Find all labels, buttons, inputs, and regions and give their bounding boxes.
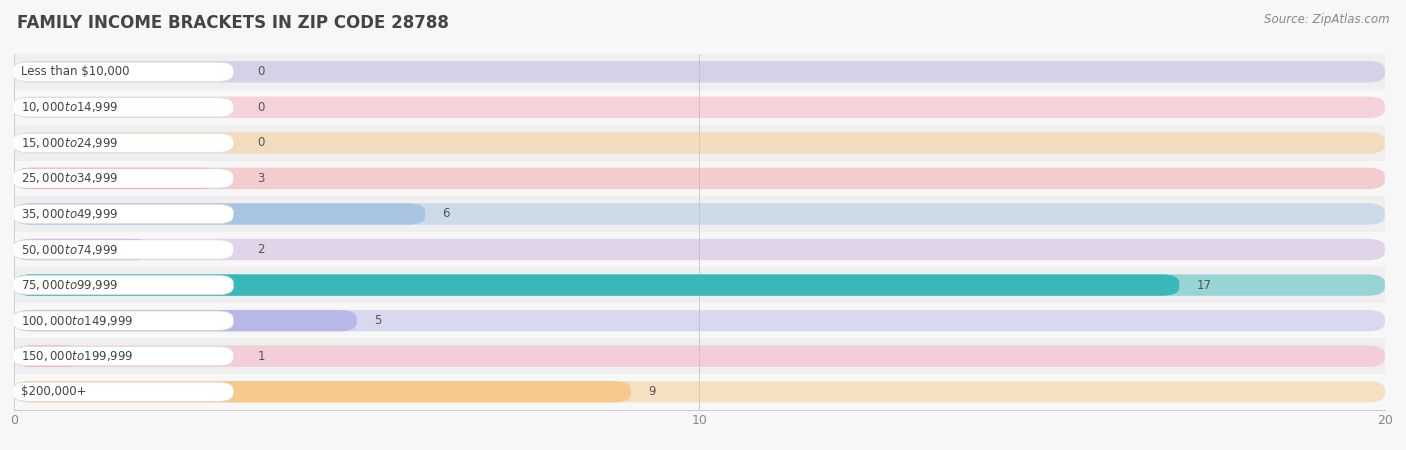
FancyBboxPatch shape: [13, 275, 233, 295]
Text: $150,000 to $199,999: $150,000 to $199,999: [21, 349, 134, 363]
FancyBboxPatch shape: [14, 132, 1385, 153]
FancyBboxPatch shape: [14, 97, 1385, 118]
FancyBboxPatch shape: [14, 346, 1385, 367]
FancyBboxPatch shape: [14, 239, 1385, 260]
FancyBboxPatch shape: [13, 382, 233, 401]
Text: $75,000 to $99,999: $75,000 to $99,999: [21, 278, 118, 292]
Text: $15,000 to $24,999: $15,000 to $24,999: [21, 136, 118, 150]
FancyBboxPatch shape: [13, 133, 233, 153]
FancyBboxPatch shape: [13, 62, 233, 81]
Text: $25,000 to $34,999: $25,000 to $34,999: [21, 171, 118, 185]
Text: FAMILY INCOME BRACKETS IN ZIP CODE 28788: FAMILY INCOME BRACKETS IN ZIP CODE 28788: [17, 14, 449, 32]
FancyBboxPatch shape: [14, 61, 1385, 82]
FancyBboxPatch shape: [14, 274, 1385, 296]
FancyBboxPatch shape: [14, 61, 1385, 82]
Text: $100,000 to $149,999: $100,000 to $149,999: [21, 314, 134, 328]
FancyBboxPatch shape: [14, 310, 1385, 331]
Bar: [14, 90, 1385, 125]
FancyBboxPatch shape: [14, 381, 631, 402]
FancyBboxPatch shape: [14, 346, 83, 367]
FancyBboxPatch shape: [13, 98, 233, 117]
Text: $50,000 to $74,999: $50,000 to $74,999: [21, 243, 118, 256]
FancyBboxPatch shape: [14, 239, 152, 260]
FancyBboxPatch shape: [14, 274, 1385, 296]
Text: 9: 9: [648, 385, 655, 398]
Bar: [14, 54, 1385, 90]
Text: Less than $10,000: Less than $10,000: [21, 65, 129, 78]
Bar: [14, 232, 1385, 267]
Text: 3: 3: [257, 172, 264, 185]
FancyBboxPatch shape: [13, 204, 233, 224]
FancyBboxPatch shape: [14, 168, 219, 189]
Bar: [14, 161, 1385, 196]
Text: 0: 0: [257, 65, 264, 78]
FancyBboxPatch shape: [14, 346, 1385, 367]
Text: 0: 0: [257, 101, 264, 114]
Text: $10,000 to $14,999: $10,000 to $14,999: [21, 100, 118, 114]
Text: $35,000 to $49,999: $35,000 to $49,999: [21, 207, 118, 221]
Text: 1: 1: [257, 350, 264, 363]
Bar: [14, 267, 1385, 303]
FancyBboxPatch shape: [14, 168, 1385, 189]
FancyBboxPatch shape: [14, 381, 1385, 402]
FancyBboxPatch shape: [14, 310, 357, 331]
FancyBboxPatch shape: [14, 168, 1385, 189]
FancyBboxPatch shape: [14, 97, 1385, 118]
Bar: [14, 374, 1385, 410]
FancyBboxPatch shape: [14, 132, 1385, 153]
Text: Source: ZipAtlas.com: Source: ZipAtlas.com: [1264, 14, 1389, 27]
Text: 2: 2: [257, 243, 264, 256]
Bar: [14, 125, 1385, 161]
FancyBboxPatch shape: [13, 240, 233, 259]
Bar: [14, 303, 1385, 338]
Text: 5: 5: [374, 314, 381, 327]
Text: 0: 0: [257, 136, 264, 149]
Text: 6: 6: [443, 207, 450, 220]
FancyBboxPatch shape: [13, 346, 233, 366]
FancyBboxPatch shape: [14, 203, 425, 225]
Text: $200,000+: $200,000+: [21, 385, 86, 398]
Text: 17: 17: [1197, 279, 1212, 292]
FancyBboxPatch shape: [13, 169, 233, 188]
Bar: [14, 338, 1385, 374]
FancyBboxPatch shape: [14, 310, 1385, 331]
FancyBboxPatch shape: [14, 274, 1180, 296]
FancyBboxPatch shape: [14, 203, 1385, 225]
FancyBboxPatch shape: [14, 239, 1385, 260]
Bar: [14, 196, 1385, 232]
FancyBboxPatch shape: [13, 311, 233, 330]
FancyBboxPatch shape: [14, 381, 1385, 402]
FancyBboxPatch shape: [14, 203, 1385, 225]
